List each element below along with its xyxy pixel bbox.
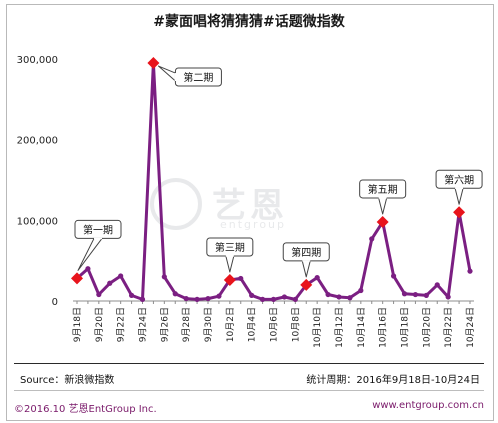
data-point: [139, 296, 146, 302]
y-tick-label: 200,000: [17, 136, 58, 147]
x-tick-label: 10月6日: [269, 307, 280, 342]
x-tick-label: 10月22日: [443, 307, 454, 348]
data-point: [390, 273, 397, 279]
x-tick-label: 10月16日: [378, 307, 389, 348]
data-point: [172, 291, 178, 297]
episode-callout: 第四期: [282, 242, 330, 278]
x-tick-label: 10月24日: [465, 307, 476, 348]
data-point: [347, 295, 353, 301]
data-point: [259, 296, 266, 302]
callout-label: 第五期: [368, 183, 398, 196]
data-point: [281, 294, 288, 300]
data-point: [118, 273, 124, 279]
episode-marker: [147, 57, 160, 70]
episode-callout: 第五期: [359, 179, 407, 215]
episode-marker: [223, 274, 236, 287]
footer-divider-top: [14, 363, 484, 364]
episode-marker: [71, 272, 83, 285]
episode-marker: [376, 215, 389, 228]
episode-marker: [300, 278, 313, 291]
watermark-text: 艺恩: [212, 186, 288, 226]
axes: 0 100,000 200,000 300,000 9月18日 9月20日 9月22日 9月2…: [17, 55, 476, 348]
x-tick-label: 9月24日: [138, 307, 149, 342]
series-line: [75, 61, 472, 301]
data-point: [369, 236, 375, 242]
data-point: [238, 275, 244, 282]
y-tick-label: 100,000: [17, 216, 58, 227]
callout-label: 第一期: [83, 223, 113, 236]
data-point: [358, 287, 364, 294]
callout-label: 第二期: [183, 71, 213, 84]
callout-label: 第四期: [291, 246, 321, 259]
x-tick-label: 10月18日: [400, 307, 411, 348]
data-point: [434, 282, 440, 288]
callout-label: 第三期: [215, 241, 245, 254]
data-point: [128, 292, 135, 298]
data-point: [161, 274, 167, 280]
x-tick-label: 9月18日: [72, 307, 83, 342]
watermark: 艺恩 entgroup: [150, 178, 350, 234]
x-tick-label: 9月20日: [94, 307, 105, 342]
footer-divider-bottom: [14, 390, 484, 391]
chart-title: #蒙面唱将猜猜猜#话题微指数: [153, 14, 345, 30]
data-point: [183, 295, 189, 302]
episode-callout: 第六期: [435, 169, 483, 205]
episode-callout: 第二期: [157, 65, 222, 87]
x-tick-label: 9月22日: [116, 307, 127, 342]
watermark-subtext: entgroup: [220, 218, 286, 231]
website-link[interactable]: www.entgroup.com.cn: [372, 400, 484, 411]
data-point: [270, 296, 277, 302]
x-tick-label: 10月10日: [312, 307, 323, 348]
data-point: [467, 268, 473, 274]
data-point: [412, 291, 419, 298]
x-tick-label: 10月12日: [334, 307, 345, 348]
episode-callout: 第一期: [74, 219, 122, 271]
data-point: [205, 295, 211, 302]
series-layer: [74, 60, 473, 302]
data-point: [96, 291, 102, 298]
copyright-text: ©2016.10 艺恩EntGroup Inc.: [14, 404, 157, 415]
data-point: [423, 292, 429, 298]
x-tick-label: 9月30日: [203, 307, 214, 342]
data-point: [292, 296, 298, 302]
data-point: [194, 296, 200, 302]
data-point: [445, 294, 451, 300]
y-tick-label: 300,000: [17, 55, 58, 66]
data-point: [85, 266, 91, 272]
callout-pointer: [225, 255, 235, 273]
data-point: [401, 291, 408, 297]
data-point: [216, 293, 222, 299]
callout-pointer: [301, 260, 311, 278]
callout-pointer: [378, 197, 388, 215]
x-tick-label: 9月28日: [181, 307, 192, 342]
period-text: 统计周期：2016年9月18日-10月24日: [306, 375, 480, 386]
y-tick-label: 0: [52, 297, 58, 308]
source-text: Source：新浪微指数: [20, 375, 115, 386]
x-tick-label: 10月20日: [421, 307, 432, 348]
watermark-logo-icon: [150, 178, 202, 230]
chart-frame: [6, 4, 494, 421]
callout-pointer: [157, 65, 176, 82]
x-tick-label: 9月26日: [159, 307, 170, 342]
x-tick-label: 10月14日: [356, 307, 367, 348]
episode-callout: 第三期: [206, 237, 254, 273]
markers-layer: [71, 57, 466, 291]
data-point: [325, 291, 331, 298]
x-tick-label: 10月8日: [290, 307, 301, 342]
callout-pointer: [77, 237, 103, 271]
callout-label: 第六期: [444, 173, 474, 186]
data-point: [107, 280, 113, 286]
x-tick-label: 10月4日: [247, 307, 258, 342]
data-point: [336, 294, 342, 300]
callout-pointer: [454, 187, 464, 205]
x-tick-label: 10月2日: [225, 307, 236, 342]
episode-marker: [453, 206, 466, 219]
data-point: [249, 292, 255, 298]
data-point: [314, 275, 320, 281]
